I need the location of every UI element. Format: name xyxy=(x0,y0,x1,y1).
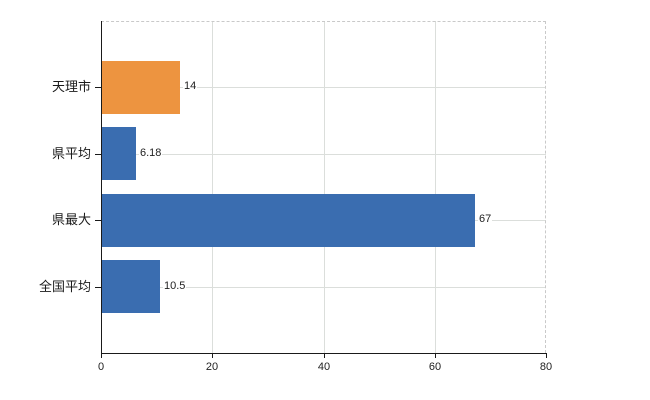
v-gridline xyxy=(323,21,325,353)
x-tick xyxy=(212,354,213,358)
category-label: 県平均 xyxy=(51,146,91,161)
value-label: 14 xyxy=(183,80,198,93)
x-tick-label: 80 xyxy=(539,361,553,373)
x-tick xyxy=(101,354,102,358)
h-gridline xyxy=(101,87,546,88)
x-tick xyxy=(324,354,325,358)
h-gridline xyxy=(101,154,546,155)
value-label: 10.5 xyxy=(163,280,187,293)
bar xyxy=(102,61,180,114)
y-tick xyxy=(95,154,101,155)
x-tick-label: 0 xyxy=(97,361,105,373)
category-label: 全国平均 xyxy=(38,279,91,294)
y-tick xyxy=(95,87,101,88)
value-label: 6.18 xyxy=(139,147,163,160)
value-label: 67 xyxy=(478,213,493,226)
x-axis xyxy=(101,353,547,354)
y-axis xyxy=(101,21,102,354)
y-tick xyxy=(95,287,101,288)
plot-border xyxy=(101,21,546,353)
y-tick xyxy=(95,220,101,221)
v-gridline xyxy=(212,21,214,353)
x-tick-label: 20 xyxy=(205,361,219,373)
x-tick xyxy=(435,354,436,358)
x-tick-label: 40 xyxy=(317,361,331,373)
bar xyxy=(102,194,475,247)
bar xyxy=(102,127,136,180)
x-tick-label: 60 xyxy=(428,361,442,373)
h-gridline xyxy=(101,287,546,288)
v-gridline xyxy=(434,21,436,353)
x-tick xyxy=(546,354,547,358)
category-label: 県最大 xyxy=(51,212,91,227)
category-label: 天理市 xyxy=(51,79,91,94)
bar xyxy=(102,260,160,313)
